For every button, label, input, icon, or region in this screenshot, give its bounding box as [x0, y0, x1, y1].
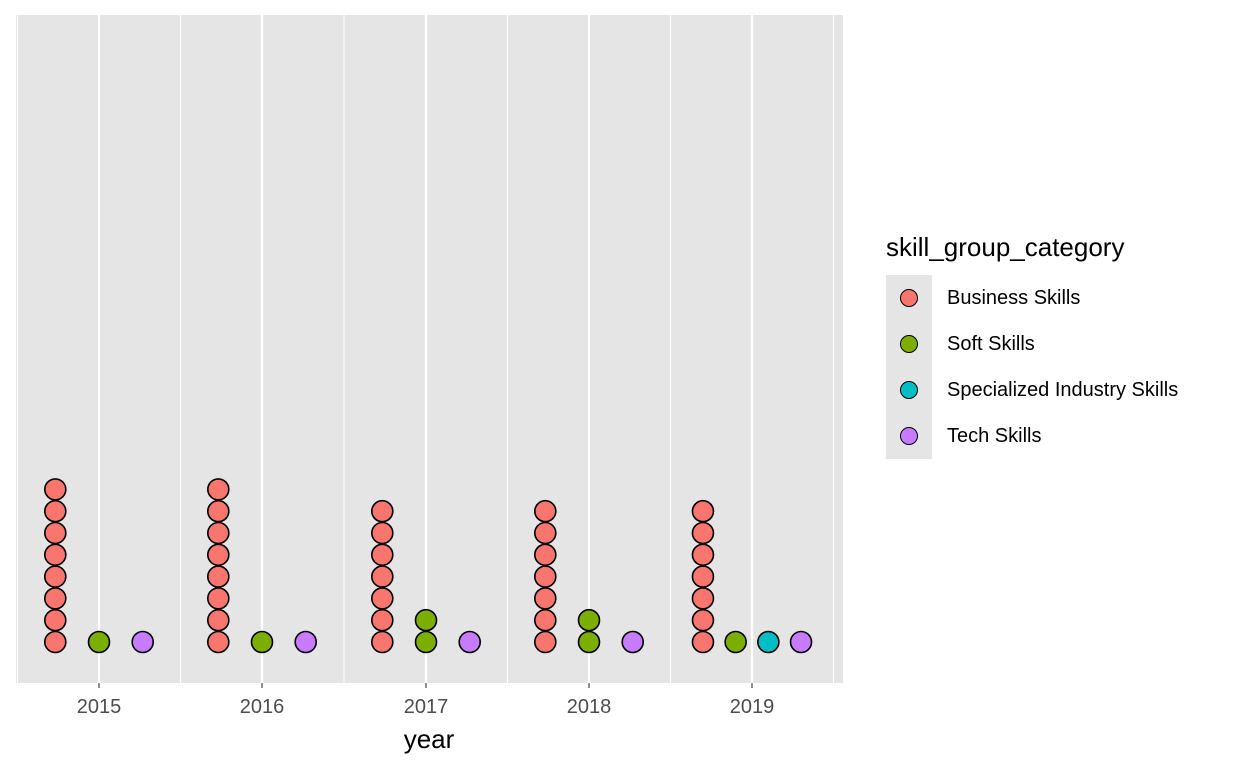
legend-dot-icon	[900, 289, 918, 307]
legend-key	[886, 321, 932, 367]
data-point-dot	[691, 543, 715, 567]
data-point-dot	[131, 630, 154, 654]
data-point-dot	[533, 499, 557, 523]
data-point-dot	[43, 565, 67, 588]
data-point-dot	[250, 630, 274, 654]
legend-dot-icon	[900, 335, 918, 353]
data-point-dot	[577, 608, 601, 632]
data-point-dot	[577, 630, 601, 654]
legend-items: Business Skills Soft Skills Specialized In…	[886, 275, 1178, 459]
data-point-dot	[691, 521, 715, 545]
data-point-dot	[207, 630, 230, 654]
data-point-dot	[43, 478, 67, 501]
legend-label: Business Skills	[947, 286, 1081, 309]
x-tick-label: 2016	[240, 696, 285, 718]
data-point-dot	[207, 543, 230, 567]
data-point-dot	[370, 630, 394, 654]
legend: skill_group_category Business Skills Soft…	[886, 232, 1178, 459]
data-point-dot	[691, 608, 715, 632]
data-point-dot	[370, 543, 394, 567]
legend-item: Specialized Industry Skills	[886, 367, 1178, 413]
data-point-dot	[691, 630, 715, 654]
data-point-dot	[533, 587, 557, 610]
legend-item: Tech Skills	[886, 413, 1178, 459]
data-point-dot	[370, 608, 394, 632]
data-point-dot	[43, 608, 67, 632]
data-point-dot	[87, 630, 111, 654]
plot-panel	[16, 15, 843, 683]
legend-dot-icon	[900, 427, 918, 445]
data-point-dot	[533, 630, 557, 654]
x-axis-title: year	[404, 724, 455, 754]
data-point-dot	[414, 630, 438, 654]
legend-key	[886, 413, 932, 459]
legend-label: Tech Skills	[947, 424, 1042, 447]
legend-dot-icon	[900, 381, 918, 399]
data-point-dot	[43, 521, 67, 545]
grid-lines	[16, 15, 835, 683]
data-point-dot	[207, 587, 230, 610]
legend-item: Soft Skills	[886, 321, 1178, 367]
data-point-dot	[370, 499, 394, 523]
data-point-dot	[207, 608, 230, 632]
legend-title: skill_group_category	[886, 232, 1125, 262]
data-point-dot	[458, 630, 482, 654]
x-tick-label: 2017	[404, 696, 449, 718]
legend-item: Business Skills	[886, 275, 1178, 321]
x-axis: 2015 2016 2017 2018 2019	[77, 683, 775, 718]
x-tick-label: 2015	[77, 696, 122, 718]
data-point-dot	[533, 608, 557, 632]
data-point-dot	[757, 630, 780, 654]
data-point-dot	[533, 521, 557, 545]
data-point-dot	[43, 543, 67, 567]
data-point-dot	[207, 521, 230, 545]
x-tick-label: 2019	[730, 696, 775, 718]
data-point-dot	[691, 587, 715, 610]
data-point-dot	[370, 565, 394, 588]
data-point-dot	[43, 630, 67, 654]
data-points	[43, 478, 813, 654]
legend-label: Specialized Industry Skills	[947, 378, 1179, 401]
data-point-dot	[207, 478, 230, 501]
data-point-dot	[370, 521, 394, 545]
data-point-dot	[789, 630, 813, 654]
x-tick-label: 2018	[567, 696, 612, 718]
data-point-dot	[414, 608, 438, 632]
data-point-dot	[691, 565, 715, 588]
legend-label: Soft Skills	[947, 332, 1035, 355]
data-point-dot	[207, 565, 230, 588]
data-point-dot	[621, 630, 645, 654]
data-point-dot	[533, 565, 557, 588]
data-point-dot	[724, 630, 747, 654]
data-point-dot	[43, 587, 67, 610]
data-point-dot	[691, 499, 715, 523]
data-point-dot	[533, 543, 557, 567]
data-point-dot	[207, 499, 230, 523]
legend-key	[886, 367, 932, 413]
legend-key	[886, 275, 932, 321]
data-point-dot	[294, 630, 318, 654]
data-point-dot	[43, 499, 67, 523]
data-point-dot	[370, 587, 394, 610]
